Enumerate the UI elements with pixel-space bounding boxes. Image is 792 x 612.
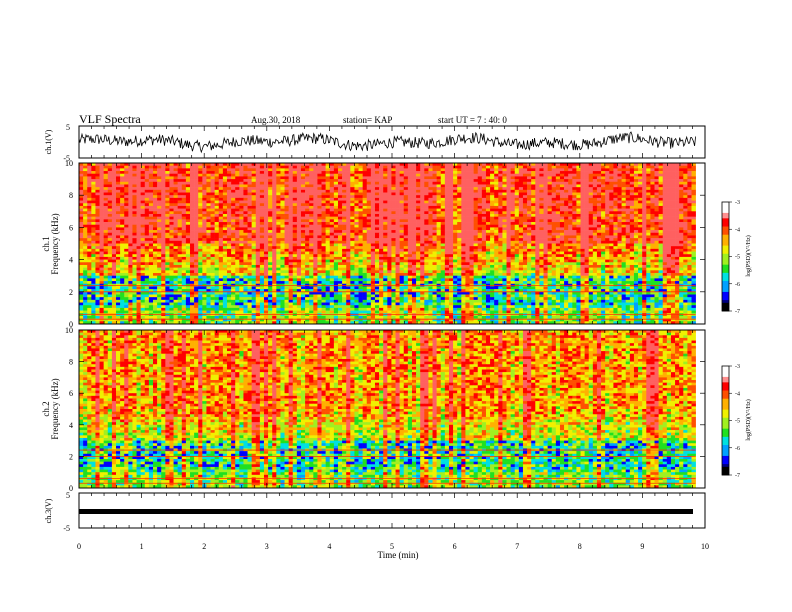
start-time-label: start UT = 7 : 40: 0 [438,115,507,125]
y-tick-label: 0 [69,320,73,329]
ch3-waveform-ytick-bottom: -5 [63,524,70,533]
x-tick-label: 1 [140,542,144,551]
ch1-waveform-ytick-top: 5 [66,123,70,132]
ch1-spectrogram-ylabel-channel: ch.1 [41,236,51,251]
colorbar-tick-label: -6 [735,282,740,288]
ch2-spectrogram-ylabel-channel: ch.2 [41,401,51,416]
x-tick-label: 0 [77,542,81,551]
x-tick-label: 8 [578,542,582,551]
x-tick-label: 9 [640,542,644,551]
ch1-waveform-ylabel: ch.1(V) [44,129,53,154]
y-tick-label: 0 [69,484,73,493]
ch1-waveform-line [78,131,696,154]
ch2-spectrogram-panel: 0 2 4 6 8 10 ch.2 Frequency (kHz) [41,326,706,493]
colorbar-tick-label: -5 [735,419,740,425]
colorbar-tick-label: -3 [735,364,740,370]
x-tick-label: 2 [202,542,206,551]
colorbar-tick-label: -3 [735,200,740,206]
date-label: Aug.30, 2018 [251,115,301,125]
ch3-waveform-line [79,509,693,514]
station-label: station= KAP [343,115,392,125]
ch3-waveform-ytick-top: 5 [66,491,70,500]
x-tick-label: 3 [265,542,269,551]
colorbar-tick-label: -7 [735,473,740,479]
colorbar-tick-label: -5 [735,255,740,261]
colorbar-tick-label: -4 [735,227,740,233]
x-tick-label: 6 [453,542,457,551]
x-tick-label: 5 [390,542,394,551]
x-tick-label: 10 [701,542,709,551]
y-tick-label: 4 [69,421,73,430]
ch2-colorbar-label: log(PSD)(V²/Hz) [745,399,752,440]
ch2-colorbar: -3 -4 -5 -6 -7 log(PSD)(V²/Hz) [721,364,752,479]
ch1-waveform-panel: 5 -5 ch.1(V) [44,123,706,163]
y-tick-label: 2 [69,452,73,461]
ch1-spectrogram-cells [79,163,696,325]
ch2-spectrogram-ylabel: Frequency (kHz) [50,378,60,439]
y-tick-label: 4 [69,256,73,265]
colorbar-tick-label: -7 [735,309,740,315]
x-tick-label: 7 [515,542,519,551]
ch1-colorbar-label: log(PSD)(V²/Hz) [745,235,752,276]
ch1-spectrogram-panel: 0 2 4 6 8 10 ch.1 Frequency (kHz) [41,159,706,329]
y-tick-label: 2 [69,288,73,297]
x-tick-label: 4 [327,542,331,551]
colorbar-tick-label: -6 [735,446,740,452]
y-tick-label: 10 [65,159,73,168]
x-axis-tick-labels: 0 1 2 3 4 5 6 7 8 9 10 [77,542,709,551]
y-tick-label: 6 [69,389,73,398]
colorbar-tick-label: -4 [735,391,740,397]
ch1-waveform-ytick-bottom: -5 [63,154,70,163]
y-tick-label: 8 [69,358,73,367]
ch3-waveform-panel: 5 -5 ch.3(V) [44,491,706,533]
ch1-spectrogram-ylabel: Frequency (kHz) [50,213,60,274]
figure-title: VLF Spectra [79,112,141,126]
ch2-spectrogram-cells [79,330,696,489]
x-axis-ticks [78,126,706,528]
y-tick-label: 6 [69,223,73,232]
x-axis-label: Time (min) [378,550,419,560]
ch1-colorbar: -3 -4 -5 -6 -7 log(PSD)(V²/Hz) [721,200,752,315]
ch3-waveform-ylabel: ch.3(V) [44,498,53,523]
y-tick-label: 8 [69,191,73,200]
y-tick-label: 10 [65,326,73,335]
